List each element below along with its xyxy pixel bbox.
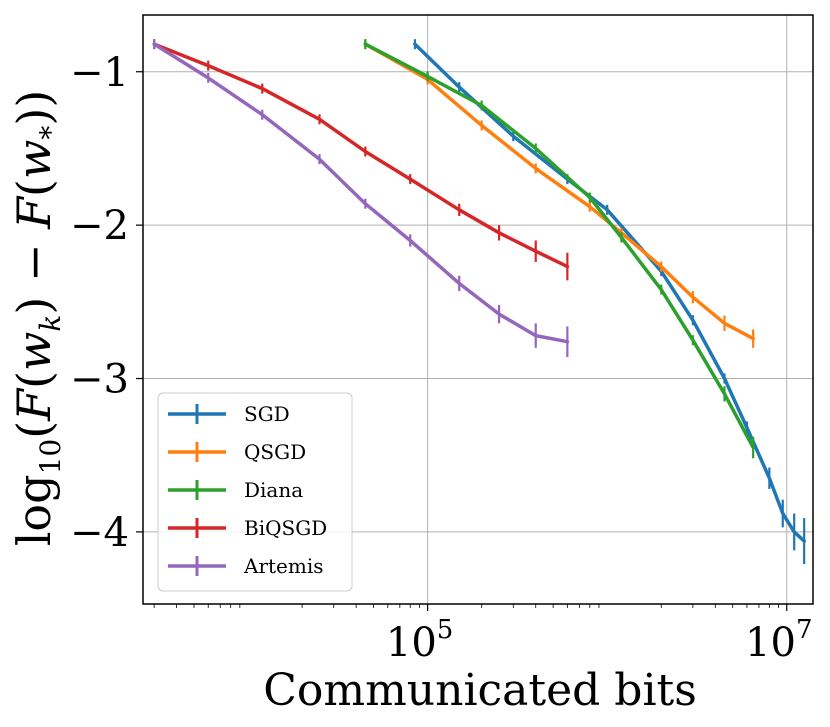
x-tick-label: 107 (745, 615, 812, 666)
legend-label: BiQSGD (244, 516, 327, 540)
series-layer (152, 39, 806, 565)
legend-label: Artemis (243, 554, 324, 578)
legend-label: Diana (244, 478, 303, 502)
y-axis-label: log10(F(wk) − F(w*)) (7, 90, 67, 547)
y-tick-label: −1 (70, 50, 129, 96)
x-tick-label: 105 (386, 615, 453, 666)
legend-label: QSGD (244, 440, 306, 464)
legend: SGD QSGD Diana BiQSGD Artemis (157, 392, 353, 592)
y-tick-label: −2 (70, 203, 129, 249)
series-diana (363, 39, 755, 459)
plot-frame (142, 14, 814, 605)
legend-label: SGD (244, 402, 290, 426)
y-tick-label: −4 (70, 510, 129, 556)
series-artemis (152, 39, 570, 358)
legend-box (157, 392, 353, 592)
series-qsgd (363, 39, 755, 348)
series-line (363, 42, 755, 341)
series-biqsgd (152, 39, 570, 281)
x-axis-label: Communicated bits (263, 665, 697, 716)
series-line (152, 42, 570, 344)
tick-layer: −1 −2 −3 −4 105 107 (70, 50, 812, 666)
series-line (152, 42, 570, 269)
y-tick-label: −3 (70, 357, 129, 403)
series-line (363, 42, 755, 450)
